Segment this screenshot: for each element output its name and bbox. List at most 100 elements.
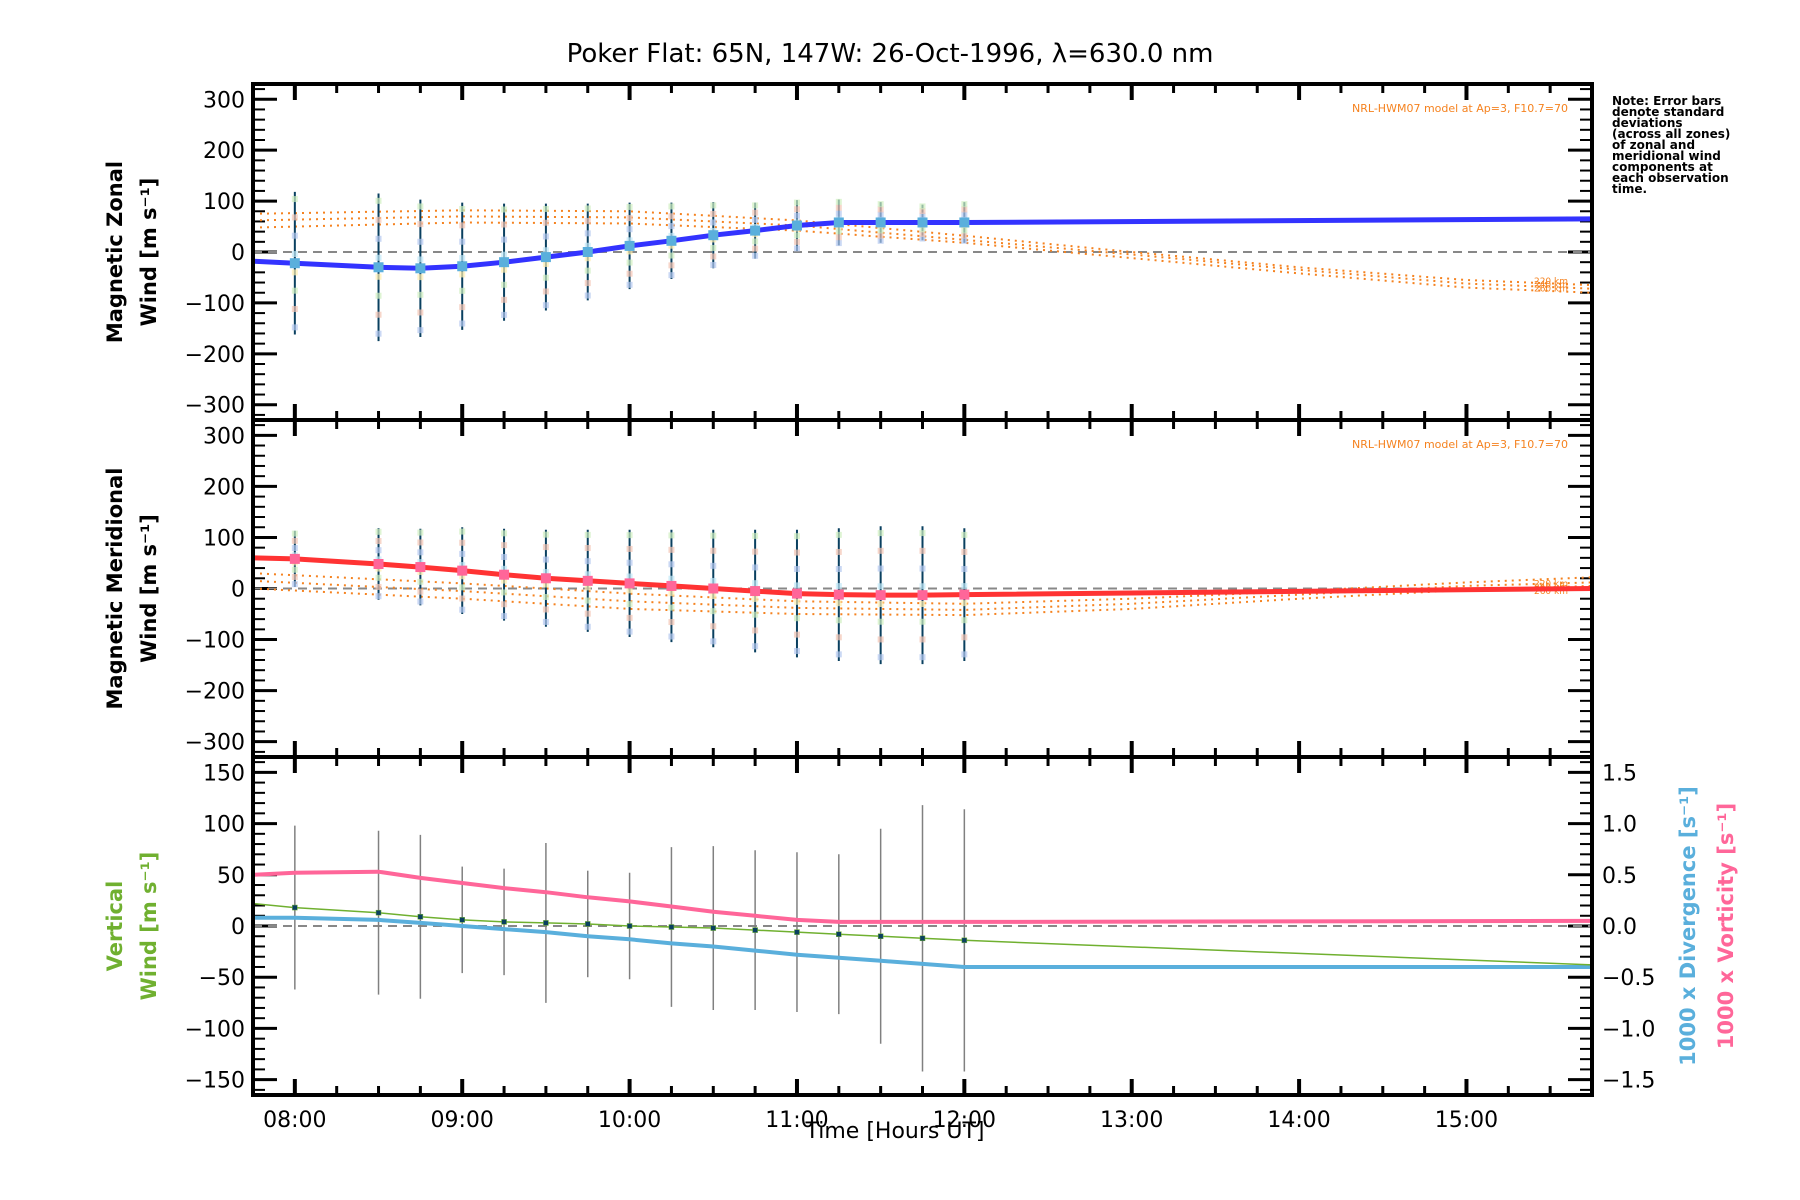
zone-marker xyxy=(417,221,424,228)
zone-marker xyxy=(961,206,968,213)
divergence-line xyxy=(253,915,1592,969)
zone-marker xyxy=(626,281,633,288)
zone-marker xyxy=(793,206,800,213)
zone-marker xyxy=(919,618,926,625)
zone-marker xyxy=(626,532,633,539)
zone-marker xyxy=(919,235,926,242)
zone-marker xyxy=(459,595,466,602)
note-line: meridional wind xyxy=(1612,149,1721,163)
zone-marker xyxy=(584,205,591,212)
zone-marker xyxy=(291,232,298,239)
meridional-panel: −300 −200 −100 0 100 200 300 Magnetic Meridiona… xyxy=(103,418,1594,759)
zone-marker xyxy=(835,198,842,205)
zone-marker xyxy=(501,251,508,258)
zonal-y-tick-label: 300 xyxy=(203,88,245,113)
zone-marker xyxy=(542,531,549,538)
zone-marker xyxy=(542,606,549,613)
zone-marker xyxy=(375,197,382,204)
zone-marker xyxy=(919,565,926,572)
observation-point xyxy=(708,583,719,594)
zone-marker xyxy=(459,255,466,262)
observation-point xyxy=(289,258,300,269)
zonal-y-tick-label: −300 xyxy=(185,394,245,419)
zone-marker xyxy=(375,216,382,223)
zone-marker xyxy=(919,230,926,237)
zone-marker xyxy=(710,261,717,268)
zone-marker xyxy=(668,272,675,279)
note-line: of zonal and xyxy=(1612,138,1695,152)
observation-point xyxy=(833,589,844,600)
zone-marker xyxy=(793,631,800,638)
note-line: (across all zones) xyxy=(1612,127,1730,141)
observation-point xyxy=(750,586,761,597)
observation-point xyxy=(666,580,677,591)
zone-marker xyxy=(668,590,675,597)
observation-point xyxy=(499,569,510,580)
zone-marker xyxy=(459,539,466,546)
zone-marker xyxy=(501,236,508,243)
zone-marker xyxy=(752,245,759,252)
zone-marker xyxy=(375,574,382,581)
zone-marker xyxy=(626,270,633,277)
observation-point xyxy=(875,590,886,601)
zone-marker xyxy=(752,209,759,216)
meridional-series-line xyxy=(252,555,1593,598)
x-tick-label: 15:00 xyxy=(1435,1108,1498,1133)
zone-marker xyxy=(542,569,549,576)
observation-point xyxy=(373,262,384,273)
zone-marker xyxy=(835,240,842,247)
zone-marker xyxy=(793,582,800,589)
x-tick-label: 08:00 xyxy=(263,1108,326,1133)
zone-marker xyxy=(710,532,717,539)
vertical-observation-point xyxy=(877,933,884,939)
zone-marker xyxy=(626,559,633,566)
observation-point xyxy=(791,220,802,231)
zone-marker xyxy=(542,274,549,281)
zonal-series-line xyxy=(252,216,1593,271)
zone-marker xyxy=(752,202,759,209)
note-line: Note: Error bars xyxy=(1612,94,1721,108)
vertical-observation-point xyxy=(668,924,675,930)
observation-point xyxy=(959,217,970,228)
zone-marker xyxy=(668,604,675,611)
observation-point xyxy=(373,558,384,569)
zone-marker xyxy=(919,601,926,608)
zone-marker xyxy=(668,203,675,210)
zone-marker xyxy=(961,201,968,208)
zone-marker xyxy=(542,544,549,551)
zone-marker xyxy=(501,281,508,288)
vorticity-line xyxy=(252,869,1593,924)
vertical-y-tick-label: −50 xyxy=(199,966,245,991)
vertical-y-tick-label: 50 xyxy=(217,864,245,889)
zone-marker xyxy=(375,583,382,590)
zone-marker xyxy=(584,531,591,538)
altitude-label: 220 km xyxy=(1534,579,1568,589)
zone-marker xyxy=(417,274,424,281)
zone-marker xyxy=(542,205,549,212)
altitude-label: 220 km xyxy=(1534,277,1568,287)
zone-marker xyxy=(919,212,926,219)
zone-marker xyxy=(752,564,759,571)
zone-marker xyxy=(710,244,717,251)
zone-marker xyxy=(542,302,549,309)
vertical-observation-point xyxy=(459,917,465,923)
zone-marker xyxy=(877,547,884,554)
vertical-y2-tick-label: 1.0 xyxy=(1602,813,1637,838)
vertical-observation-point xyxy=(292,904,298,911)
zone-marker xyxy=(710,202,717,209)
zone-marker xyxy=(710,608,717,615)
zone-marker xyxy=(584,280,591,287)
zone-marker xyxy=(919,636,926,643)
zone-marker xyxy=(961,232,968,239)
zone-marker xyxy=(417,549,424,556)
zone-marker xyxy=(417,539,424,546)
observation-point xyxy=(582,575,593,586)
zone-marker xyxy=(501,601,508,608)
zone-marker xyxy=(710,253,717,260)
zone-marker xyxy=(459,320,466,327)
zone-marker xyxy=(961,617,968,624)
zone-marker xyxy=(542,219,549,226)
zone-marker xyxy=(375,547,382,554)
zone-marker xyxy=(835,583,842,590)
zone-marker xyxy=(668,252,675,259)
